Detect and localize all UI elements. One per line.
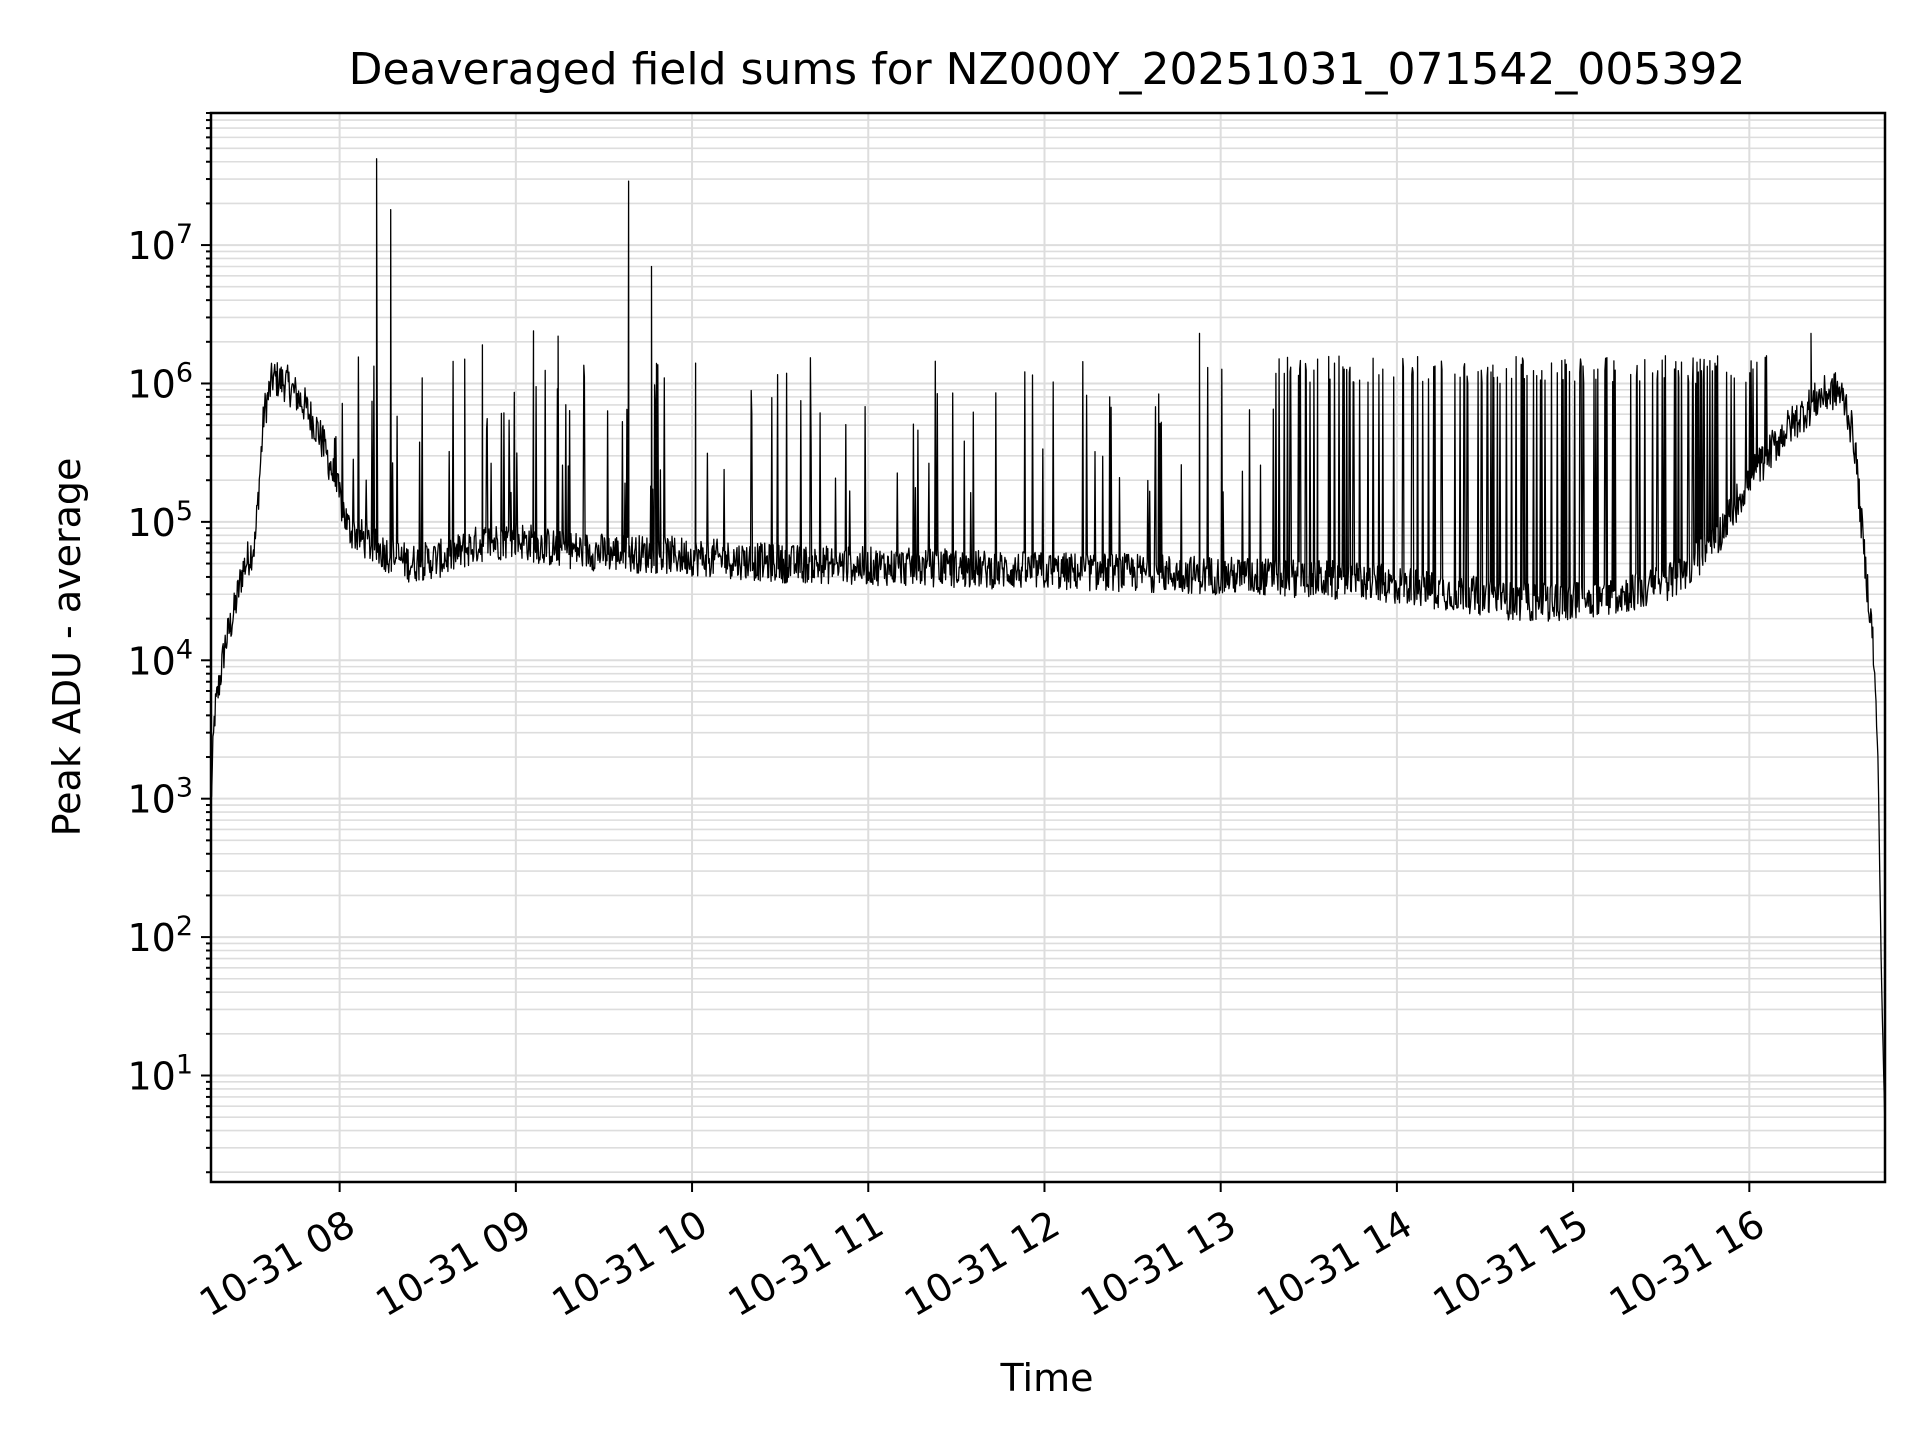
x-tick-label: 10-31 09 [368, 1202, 538, 1326]
x-tick-label: 10-31 14 [1249, 1202, 1419, 1326]
x-axis-label: Time [1000, 1356, 1094, 1400]
plot-area [210, 158, 1886, 1131]
y-tick-label: 103 [127, 773, 193, 822]
x-tick-label: 10-31 15 [1426, 1202, 1596, 1326]
y-tick-label: 106 [127, 357, 193, 406]
x-tick-label: 10-31 08 [192, 1202, 362, 1326]
x-tick-label: 10-31 16 [1602, 1202, 1772, 1326]
y-tick-label: 101 [127, 1049, 193, 1098]
x-axis-ticks: 10-31 08 10-31 09 10-31 10 10-31 11 10-31 12… [192, 1182, 1772, 1325]
series-line [210, 158, 1886, 1131]
y-tick-label: 104 [127, 634, 193, 683]
x-tick-label: 10-31 13 [1073, 1202, 1243, 1326]
y-axis-label: Peak ADU - average [45, 458, 89, 837]
y-axis-ticks: 101 102 103 104 105 106 107 [127, 112, 211, 1174]
x-tick-label: 10-31 11 [721, 1202, 891, 1326]
chart-title: Deaveraged field sums for NZ000Y_2025103… [349, 44, 1746, 95]
axes-frame [209, 111, 1887, 1184]
y-tick-label: 107 [127, 219, 193, 268]
x-tick-label: 10-31 10 [545, 1202, 715, 1326]
grid-lines [211, 112, 1885, 1182]
y-tick-label: 102 [127, 911, 193, 960]
y-tick-label: 105 [127, 496, 193, 545]
x-tick-label: 10-31 12 [897, 1202, 1067, 1326]
